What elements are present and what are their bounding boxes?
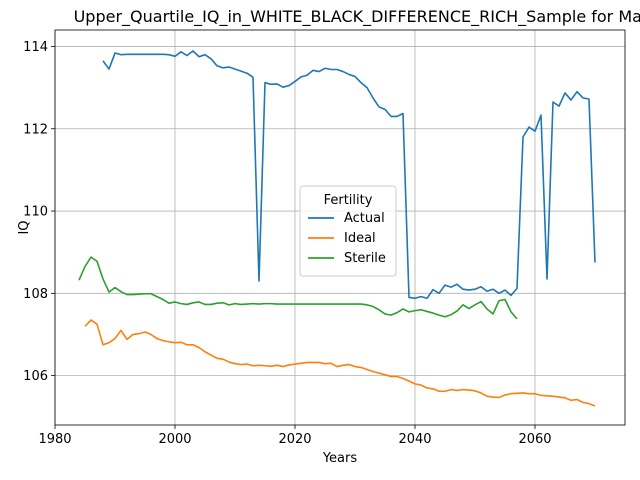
x-tick-label: 1980 (38, 432, 71, 447)
x-tick-label: 2000 (158, 432, 191, 447)
y-axis-label: IQ (17, 220, 32, 234)
x-tick-label: 2020 (278, 432, 311, 447)
y-tick-label: 112 (23, 122, 48, 137)
x-axis-label: Years (322, 451, 358, 466)
series-line-ideal (84, 319, 596, 407)
plot-frame (54, 29, 626, 426)
y-tick-label: 106 (23, 369, 48, 384)
legend-items: Actual Ideal Sterile (308, 211, 386, 266)
legend-title: Fertility (324, 193, 373, 208)
x-tick-label: 2060 (518, 432, 551, 447)
legend-label: Sterile (344, 251, 386, 266)
chart-title: Upper_Quartile_IQ_in_WHITE_BLACK_DIFFERE… (74, 7, 640, 27)
legend: Fertility Actual Ideal Sterile (299, 185, 397, 277)
x-tick-label: 2040 (398, 432, 431, 447)
series-line-sterile (78, 256, 518, 320)
series-lines (78, 50, 596, 407)
series-line-actual (102, 50, 596, 300)
legend-label: Actual (344, 211, 385, 226)
legend-box (299, 185, 397, 277)
y-tick-label: 108 (23, 287, 48, 302)
y-tick-label: 110 (23, 205, 48, 220)
axis-ticks: 1980 2000 2020 2040 2060 106 108 110 112 114 (23, 40, 551, 447)
legend-label: Ideal (344, 231, 376, 246)
y-tick-label: 114 (23, 40, 48, 55)
